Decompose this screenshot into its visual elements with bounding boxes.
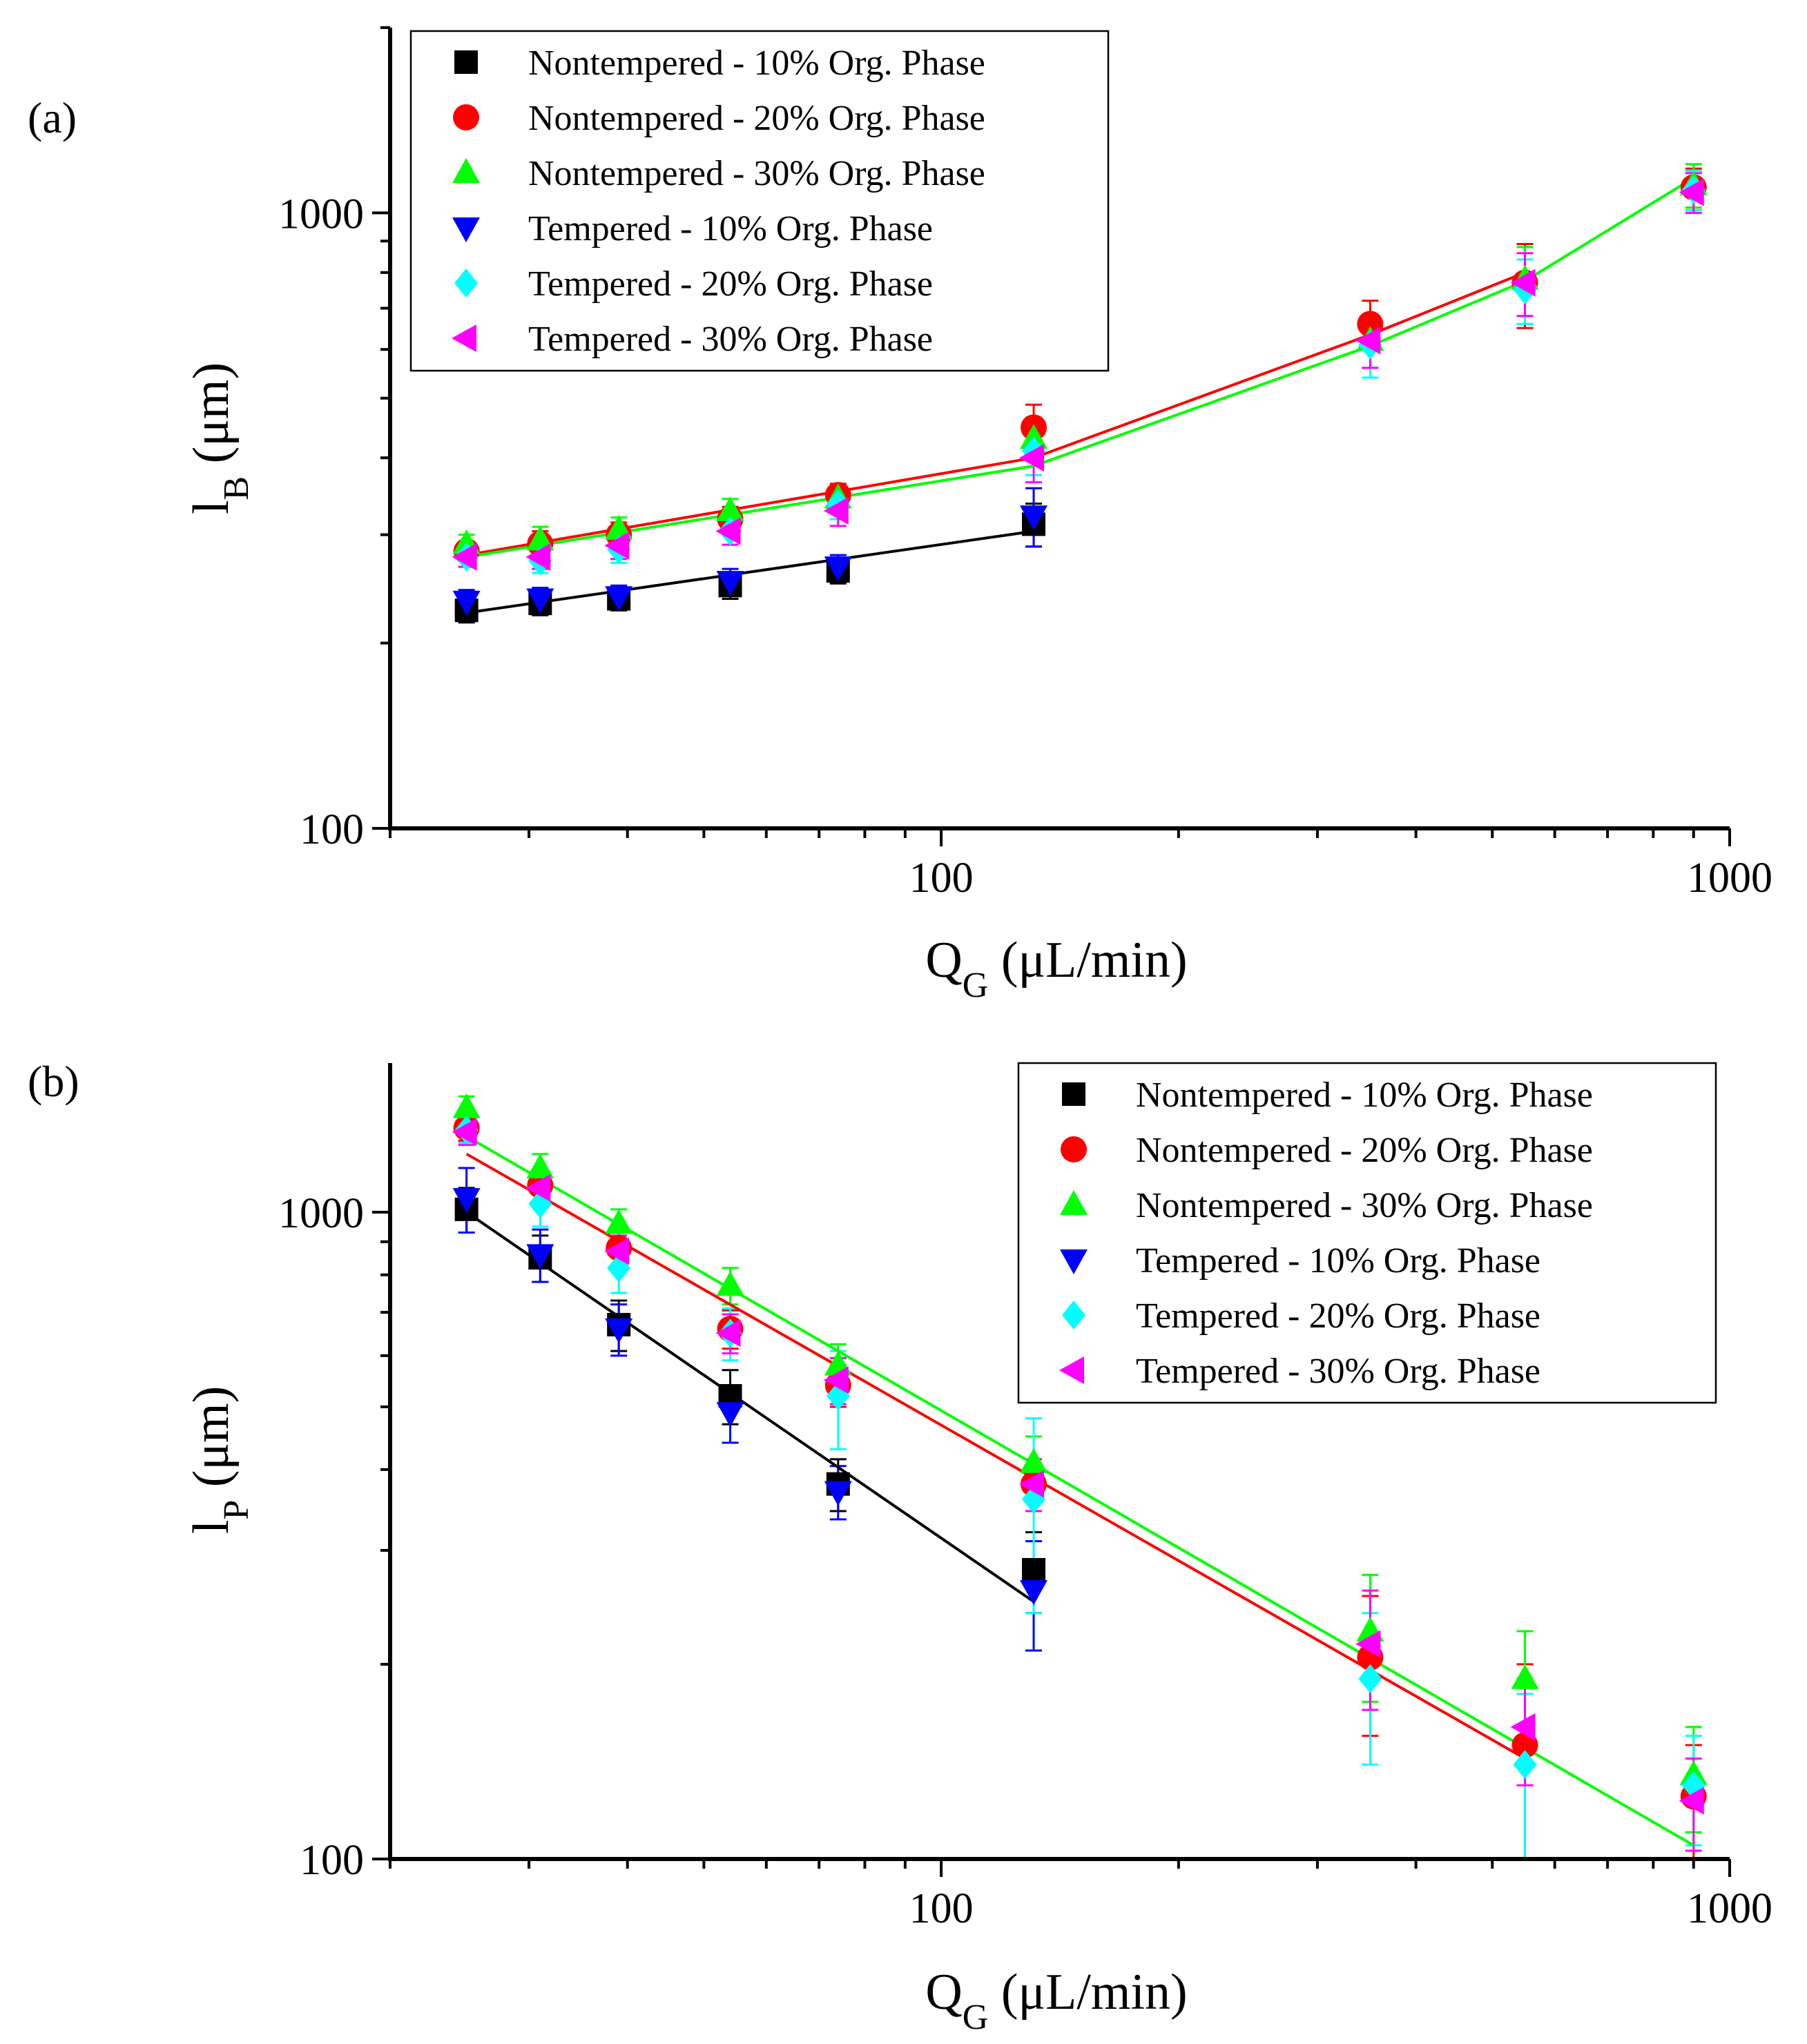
legend-marker bbox=[454, 50, 478, 74]
data-point bbox=[716, 571, 744, 596]
legend-marker bbox=[1059, 1356, 1084, 1384]
legend-marker bbox=[452, 158, 480, 183]
panel-b-label: (b) bbox=[28, 1057, 79, 1106]
legend-marker bbox=[1060, 1190, 1088, 1215]
data-point bbox=[823, 497, 849, 525]
data-point bbox=[1510, 1713, 1536, 1741]
legend-label: Tempered - 10% Org. Phase bbox=[1136, 1241, 1540, 1281]
data-point bbox=[452, 1118, 477, 1146]
y-tick-label: 1000 bbox=[278, 191, 364, 237]
legend-label: Nontempered - 30% Org. Phase bbox=[528, 154, 985, 193]
data-point bbox=[604, 1237, 630, 1265]
legend-box bbox=[409, 30, 1110, 372]
data-point bbox=[715, 517, 741, 545]
data-point bbox=[1020, 505, 1048, 531]
y-tick-label: 100 bbox=[300, 1837, 364, 1884]
legend-label: Tempered - 10% Org. Phase bbox=[528, 209, 933, 249]
panel-b: (b) 100 1000 100 1000 QG (μL/min) lP (μm) N… bbox=[28, 1057, 1772, 2037]
panel-a-y-axis-title: lB (μm) bbox=[183, 362, 256, 514]
legend-label: Tempered - 30% Org. Phase bbox=[1136, 1352, 1540, 1391]
panel-a-x-axis-title: QG (μL/min) bbox=[925, 932, 1187, 1005]
data-point bbox=[716, 496, 744, 522]
data-point bbox=[452, 590, 481, 616]
data-point bbox=[525, 543, 551, 571]
panel-b-y-axis-title: lP (μm) bbox=[183, 1386, 256, 1535]
data-point bbox=[1019, 444, 1045, 472]
data-point bbox=[823, 1366, 849, 1394]
x-tick-label: 100 bbox=[909, 1885, 974, 1932]
legend-label: Nontempered - 10% Org. Phase bbox=[1136, 1075, 1593, 1115]
data-point bbox=[1358, 1664, 1382, 1693]
data-point bbox=[716, 1402, 744, 1428]
data-point bbox=[526, 1244, 554, 1269]
fit-line bbox=[465, 1211, 1035, 1603]
legend-box bbox=[1017, 1062, 1717, 1404]
panel-a-legend: Nontempered - 10% Org. Phase Nontempered … bbox=[409, 30, 1110, 372]
data-point bbox=[452, 543, 477, 571]
legend-label: Nontempered - 30% Org. Phase bbox=[1136, 1186, 1593, 1225]
legend-label: Nontempered - 20% Org. Phase bbox=[1136, 1131, 1593, 1170]
data-point bbox=[525, 1174, 551, 1202]
data-point bbox=[452, 1188, 481, 1214]
legend-label: Tempered - 30% Org. Phase bbox=[528, 320, 933, 359]
data-point bbox=[604, 532, 630, 560]
x-tick-label: 1000 bbox=[1687, 1885, 1772, 1932]
legend-marker bbox=[1060, 1249, 1088, 1274]
data-point bbox=[1019, 1470, 1045, 1498]
data-point bbox=[1679, 178, 1704, 206]
legend-marker bbox=[453, 104, 479, 130]
panel-b-markers bbox=[452, 1093, 1708, 1815]
data-point bbox=[715, 1319, 741, 1347]
data-point bbox=[605, 586, 633, 612]
data-point bbox=[716, 1271, 744, 1296]
legend-label: Nontempered - 20% Org. Phase bbox=[528, 99, 985, 138]
panel-a: (a) 100 1000 100 1000 QG (μL/min) lB (μm) N… bbox=[28, 26, 1772, 1005]
data-point bbox=[1510, 269, 1536, 297]
data-point bbox=[1020, 1448, 1048, 1473]
data-point bbox=[824, 1481, 852, 1506]
panel-b-axes: 100 1000 100 1000 bbox=[278, 1063, 1772, 1932]
data-point bbox=[605, 1209, 633, 1234]
legend-marker bbox=[1062, 1301, 1085, 1330]
y-tick-label: 100 bbox=[300, 806, 364, 853]
data-point bbox=[1355, 1630, 1381, 1658]
legend-label: Tempered - 20% Org. Phase bbox=[1136, 1296, 1540, 1336]
data-point bbox=[605, 1318, 633, 1344]
legend-marker bbox=[454, 269, 478, 298]
fit-line bbox=[466, 529, 1034, 614]
legend-marker bbox=[452, 217, 480, 242]
data-point bbox=[1022, 1557, 1046, 1581]
legend-label: Nontempered - 10% Org. Phase bbox=[528, 43, 985, 83]
data-point bbox=[526, 525, 554, 551]
data-point bbox=[452, 1093, 481, 1118]
panel-b-legend: Nontempered - 10% Org. Phase Nontempered … bbox=[1017, 1062, 1717, 1404]
fit-line bbox=[465, 1152, 1526, 1760]
data-point bbox=[1511, 1664, 1539, 1689]
x-tick-label: 1000 bbox=[1687, 855, 1772, 902]
data-point bbox=[824, 556, 852, 582]
data-point bbox=[526, 1154, 554, 1179]
data-point bbox=[1513, 1750, 1537, 1780]
legend-label: Tempered - 20% Org. Phase bbox=[528, 264, 933, 304]
fit-line bbox=[465, 1135, 1694, 1847]
y-tick-label: 1000 bbox=[278, 1190, 364, 1237]
fit-line bbox=[466, 271, 1526, 557]
panel-a-markers bbox=[452, 170, 1708, 623]
legend-marker bbox=[1062, 1082, 1085, 1106]
panel-b-fit-lines bbox=[465, 1135, 1694, 1847]
data-point bbox=[605, 514, 633, 540]
data-point bbox=[1355, 327, 1381, 355]
x-tick-label: 100 bbox=[909, 855, 974, 902]
panel-b-x-axis-title: QG (μL/min) bbox=[925, 1964, 1187, 2037]
data-point bbox=[1679, 1787, 1704, 1815]
data-point bbox=[1020, 424, 1048, 449]
legend-marker bbox=[1061, 1136, 1087, 1162]
data-point bbox=[1020, 1580, 1048, 1606]
legend-marker bbox=[452, 324, 476, 352]
panel-a-axes: 100 1000 100 1000 bbox=[278, 26, 1772, 902]
data-point bbox=[526, 588, 554, 614]
panel-a-label: (a) bbox=[28, 93, 77, 142]
